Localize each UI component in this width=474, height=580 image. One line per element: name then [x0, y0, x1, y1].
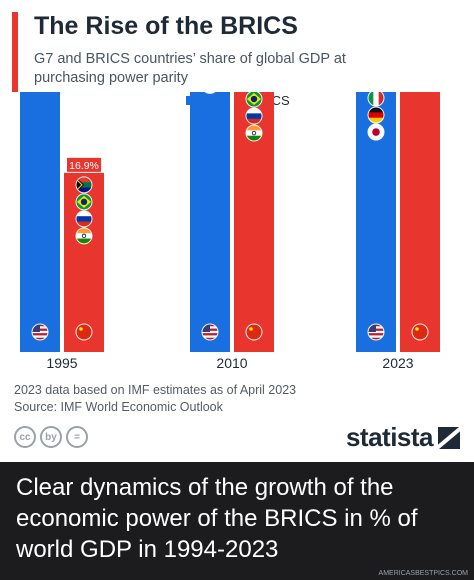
brazil-flag: [245, 92, 263, 108]
meme-caption: Clear dynamics of the growth of the econ…: [16, 474, 418, 563]
usa-flag: [201, 323, 219, 341]
japan-flag: [367, 123, 385, 141]
brazil-flag: [75, 193, 93, 211]
germany-flag: [367, 106, 385, 124]
south-africa-flag: [75, 176, 93, 194]
japan-flag: [202, 92, 218, 94]
value-label-bg-brics-1995: [67, 157, 101, 172]
footnote: 2023 data based on IMF estimates as of A…: [14, 382, 296, 416]
watermark: AMERICASBESTPICS.COM: [378, 570, 468, 577]
usa-flag: [31, 323, 49, 341]
russia-flag: [245, 107, 263, 125]
usa-flag: [367, 323, 385, 341]
bar-chart: G7BRICS44.9%16.9%199534.3%26.6%201029.9%…: [20, 92, 440, 371]
attribution-icon[interactable]: by: [40, 426, 62, 448]
license-icons: cc by =: [14, 426, 88, 448]
x-tick-label-1995: 1995: [46, 355, 77, 371]
china-flag: [411, 323, 429, 341]
china-flag: [75, 323, 93, 341]
italy-flag: [367, 92, 385, 107]
statista-logo-text: statista: [345, 422, 434, 452]
footnote-source: Source: IMF World Economic Outlook: [14, 400, 223, 414]
chart-title: The Rise of the BRICS: [34, 12, 298, 40]
value-label-brics-1995: 16.9%: [69, 160, 99, 172]
no-derivatives-icon[interactable]: =: [66, 426, 88, 448]
x-tick-label-2023: 2023: [382, 355, 413, 371]
china-flag: [245, 323, 263, 341]
statista-logo[interactable]: statista: [346, 422, 460, 453]
india-flag: [75, 227, 93, 245]
russia-flag: [75, 210, 93, 228]
x-tick-label-2010: 2010: [216, 355, 247, 371]
footnote-estimates: 2023 data based on IMF estimates as of A…: [14, 383, 297, 397]
chart-subtitle: G7 and BRICS countries’ share of global …: [34, 51, 346, 86]
cc-icon[interactable]: cc: [14, 426, 36, 448]
india-flag: [245, 124, 263, 142]
bar-brics-2023: [400, 92, 440, 353]
bar-g7-1995: [20, 92, 60, 352]
chart-card: The Rise of the BRICS G7 and BRICS count…: [0, 0, 474, 462]
bar-g7-2010: [190, 92, 230, 353]
title-accent-bar: [12, 12, 18, 92]
statista-logo-icon: [438, 426, 460, 449]
